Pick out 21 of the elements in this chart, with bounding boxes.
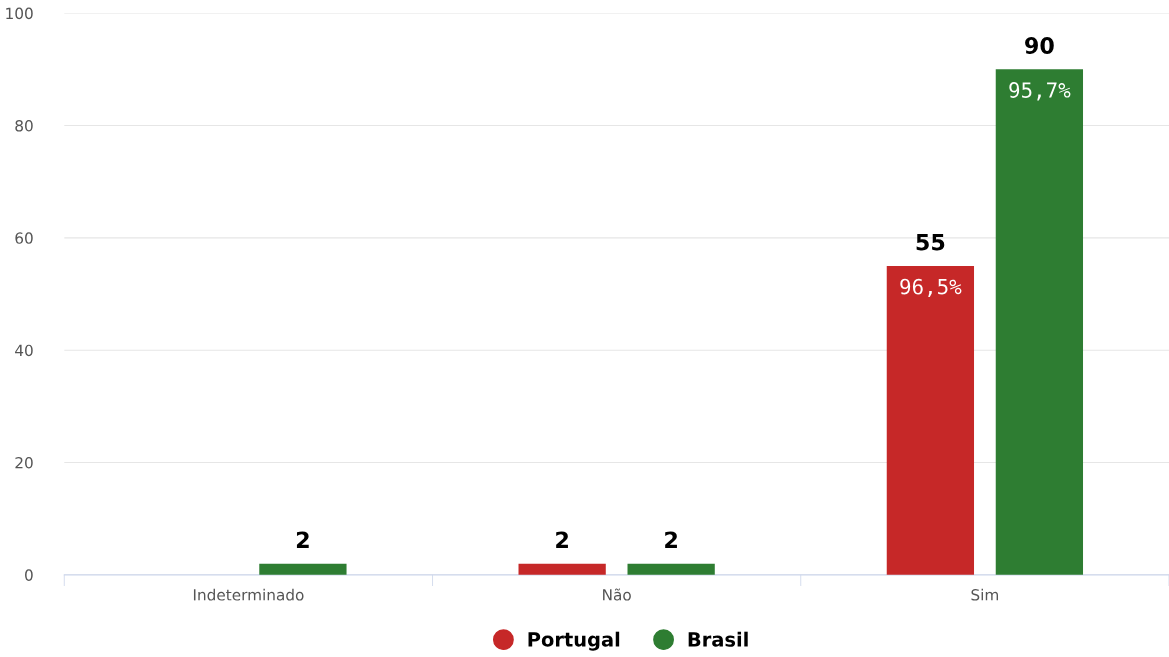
x-tick-label: Indeterminado [193,588,304,601]
y-tick-label: 40 [15,344,33,357]
data-label: 2 [296,531,309,548]
y-tick-label: 20 [15,456,33,469]
data-label: 2 [665,531,677,548]
y-tick-label: 0 [25,569,33,581]
bar [995,69,1084,575]
x-tick-label: Sim [971,588,998,601]
legend-label: Portugal [528,631,620,651]
annotation: 95,7% [1009,82,1071,101]
y-tick-label: 80 [15,119,33,132]
annotation: 96,5% [900,278,962,298]
data-label: 90 [1025,37,1054,54]
y-tick-label: 60 [15,232,33,244]
bar [886,265,975,575]
data-label: 55 [916,233,945,251]
x-tick-label: Não [603,588,631,601]
data-label: 2 [556,531,568,548]
legend-label: Brasil [688,631,748,647]
y-tick-label: 100 [6,7,33,20]
bar [259,563,347,575]
